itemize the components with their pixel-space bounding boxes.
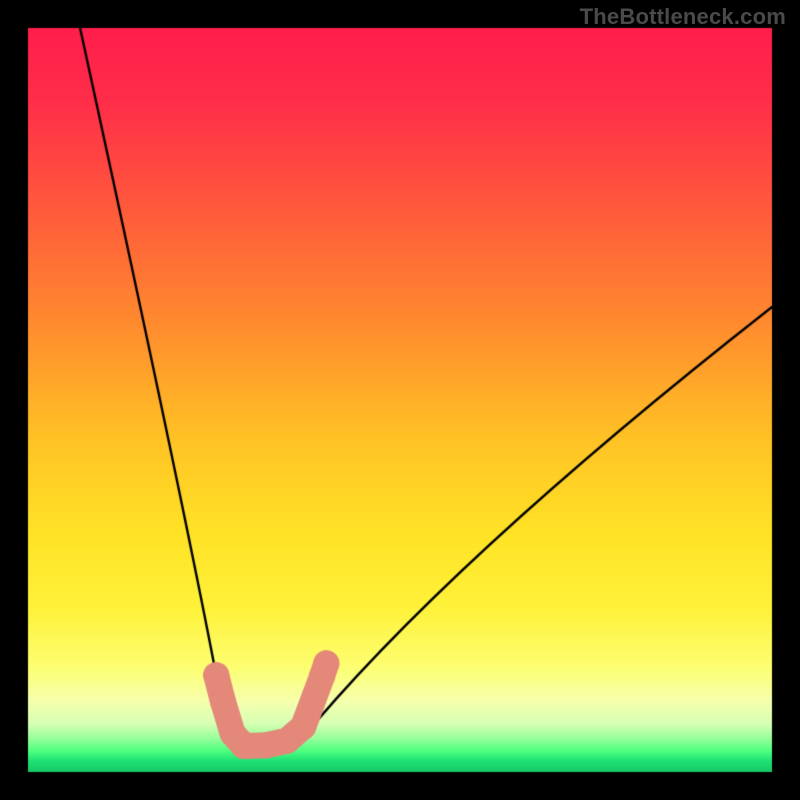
bottleneck-chart <box>0 0 800 800</box>
watermark-text: TheBottleneck.com <box>580 4 786 30</box>
chart-container: { "canvas": { "width": 800, "height": 80… <box>0 0 800 800</box>
